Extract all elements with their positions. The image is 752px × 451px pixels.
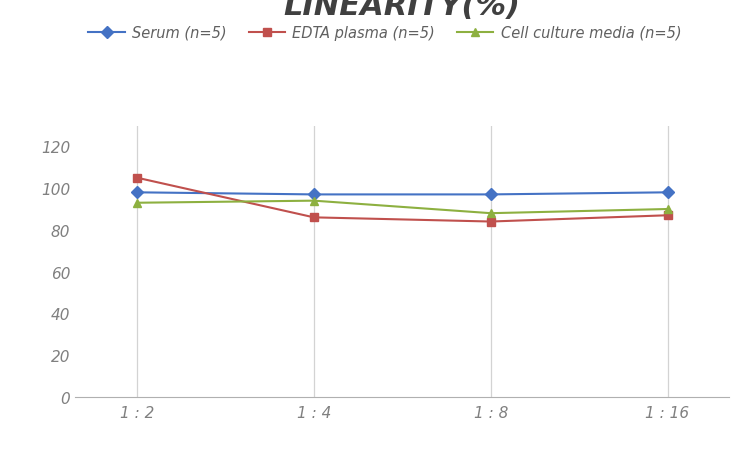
Title: LINEARITY(%): LINEARITY(%) (284, 0, 521, 21)
EDTA plasma (n=5) (132, 175, 141, 181)
EDTA plasma (n=5) (663, 213, 672, 218)
Serum (n=5) (487, 192, 496, 198)
Serum (n=5) (663, 190, 672, 196)
Cell culture media (n=5) (487, 211, 496, 216)
Cell culture media (n=5) (132, 201, 141, 206)
Serum (n=5) (132, 190, 141, 196)
Serum (n=5) (309, 192, 318, 198)
Legend: Serum (n=5), EDTA plasma (n=5), Cell culture media (n=5): Serum (n=5), EDTA plasma (n=5), Cell cul… (83, 20, 687, 46)
Line: Serum (n=5): Serum (n=5) (133, 189, 672, 199)
Line: Cell culture media (n=5): Cell culture media (n=5) (133, 197, 672, 218)
Line: EDTA plasma (n=5): EDTA plasma (n=5) (133, 174, 672, 226)
Cell culture media (n=5) (663, 207, 672, 212)
EDTA plasma (n=5) (487, 219, 496, 225)
Cell culture media (n=5) (309, 198, 318, 204)
EDTA plasma (n=5) (309, 215, 318, 221)
